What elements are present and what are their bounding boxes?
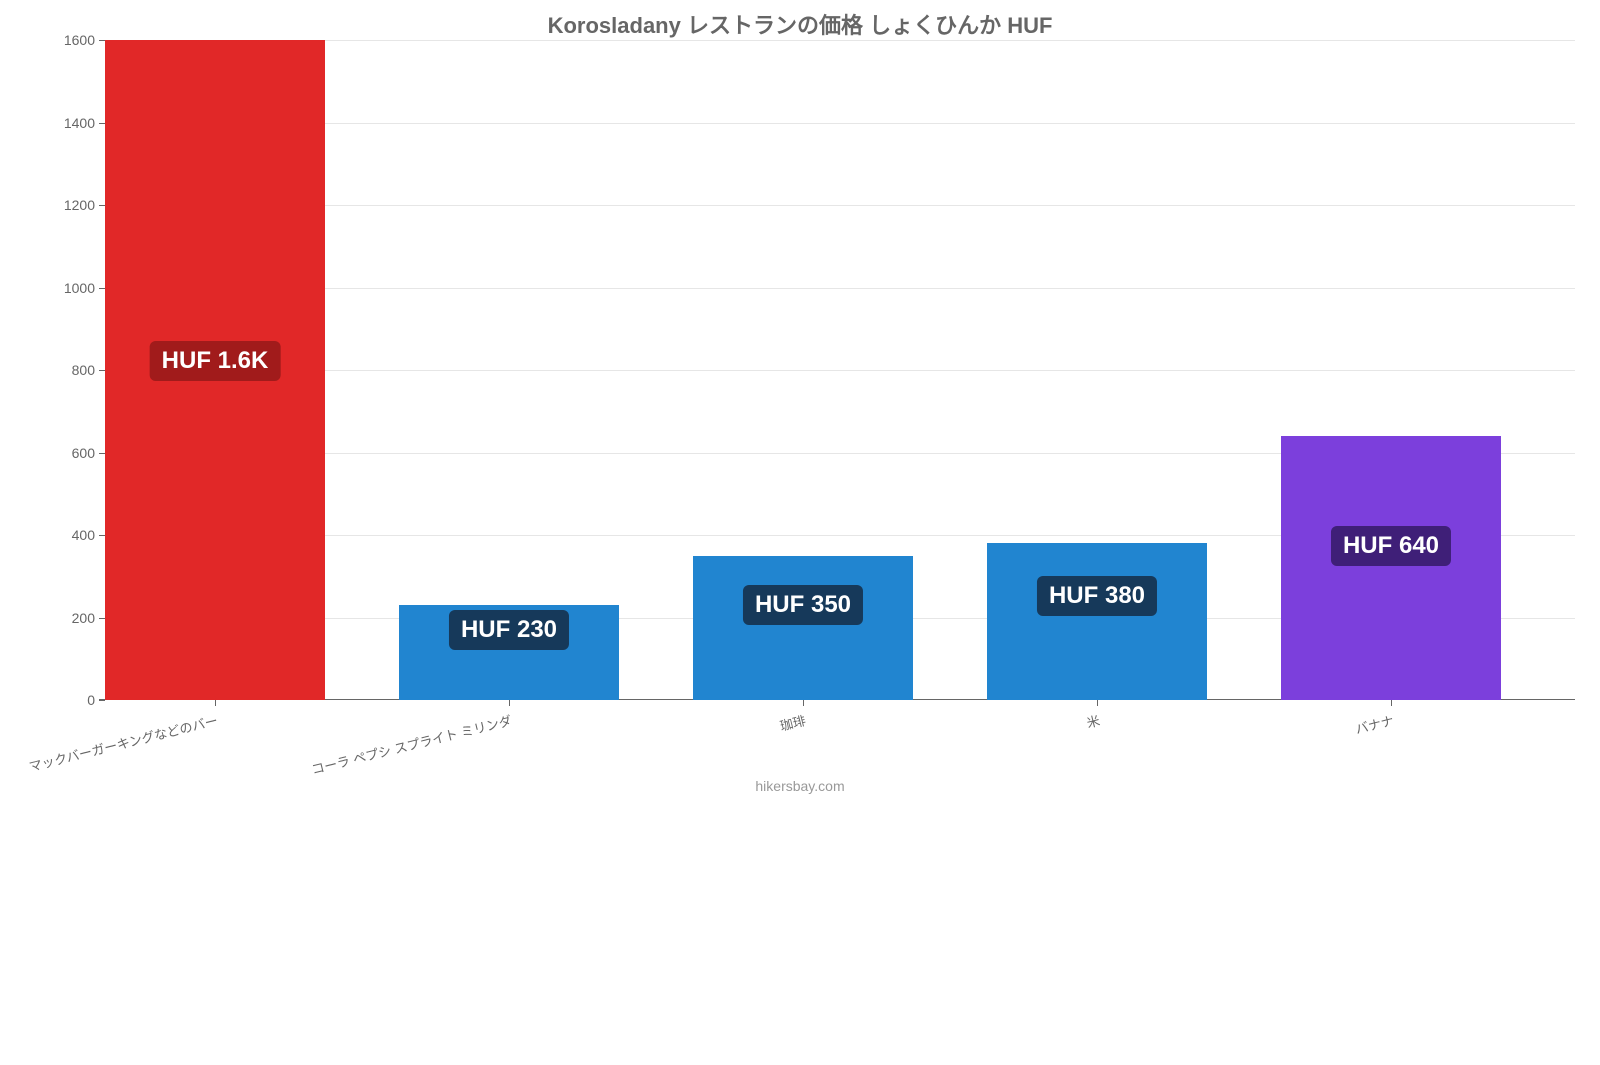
y-tick-label: 800 [35,362,95,378]
gridline [105,288,1575,289]
x-tick [803,700,804,706]
plot-area: HUF 1.6K HUF 230 HUF 350 HUF 380 HUF 640 [105,40,1575,700]
y-tick-label: 1000 [35,280,95,296]
data-label: HUF 1.6K [150,341,281,381]
y-tick-label: 1200 [35,197,95,213]
gridline [105,205,1575,206]
x-tick [1391,700,1392,706]
y-tick-label: 400 [35,527,95,543]
chart-title: Korosladany レストランの価格 しょくひんか HUF [0,8,1600,40]
data-label: HUF 380 [1037,576,1157,616]
gridline [105,40,1575,41]
bar [1281,436,1501,700]
data-label: HUF 350 [743,585,863,625]
y-tick-label: 0 [35,692,95,708]
bar [987,543,1207,700]
y-tick-label: 1600 [35,32,95,48]
x-tick [1097,700,1098,706]
data-label: HUF 640 [1331,526,1451,566]
x-tick-label: マックバーガーキングなどのバー [6,710,219,780]
data-label: HUF 230 [449,610,569,650]
bar [693,556,913,700]
y-tick [99,700,105,701]
gridline [105,370,1575,371]
y-tick-label: 200 [35,610,95,626]
x-tick [215,700,216,706]
chart-container: Korosladany レストランの価格 しょくひんか HUF HUF 1.6K… [0,0,1600,800]
gridline [105,123,1575,124]
y-tick-label: 600 [35,445,95,461]
y-tick-label: 1400 [35,115,95,131]
x-tick [509,700,510,706]
x-tick-label: バナナ [41,710,1395,1065]
x-tick-label: 米 [33,710,1102,994]
